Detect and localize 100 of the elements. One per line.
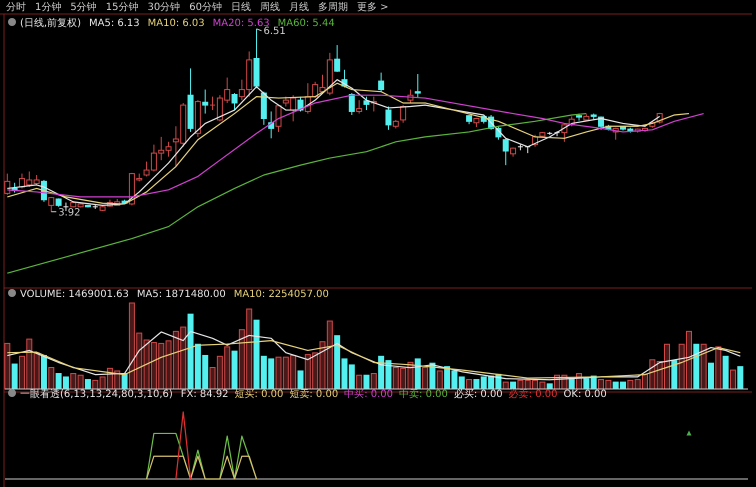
bar [92,380,98,390]
bar [664,344,670,390]
bar [466,379,472,390]
candlestick [334,44,340,72]
candlestick [48,196,54,212]
text: MA5: 1871480.00 [136,289,226,300]
text: 60分钟 [189,1,222,13]
bar [605,380,612,390]
bar [4,342,10,390]
bar [78,374,84,390]
candlestick [232,92,238,111]
bar [84,379,91,390]
bar [678,344,685,390]
text: 更多 > [356,1,389,13]
bar [298,370,304,390]
text: 多周期 [318,1,348,13]
text: MA10: 6.03 [148,18,205,29]
chart-title: 一眼看透(6,13,13,24,80,3,10,6) [20,388,173,400]
annotation: 必卖: 0.00 [508,388,558,400]
text: 日线 [230,1,251,13]
bar [319,341,326,390]
bar [715,346,722,390]
bar [356,374,362,390]
bar [48,367,54,390]
bar [34,352,40,390]
bar [312,352,318,390]
bar [290,354,296,390]
candlestick [348,92,355,116]
bar [304,354,311,390]
bar [150,342,157,390]
text: 5分钟 [70,1,97,13]
annotation: OK: 0.00 [564,389,607,400]
candlestick [385,106,392,130]
bar [370,373,377,390]
bar [326,320,333,390]
bar [40,354,47,390]
bar [634,379,641,390]
bar [172,330,179,390]
bar [392,367,399,390]
text: 30分钟 [147,1,180,13]
bar [524,380,531,390]
bar [210,367,216,390]
candlestick [4,173,10,196]
text: 15分钟 [106,1,138,13]
candlestick [202,89,208,114]
bar [238,329,245,390]
bar [737,366,744,390]
bar [246,308,252,390]
bar [144,339,150,390]
chart-title: (日线,前复权) [20,17,82,29]
bar [232,350,238,390]
bar [70,373,76,390]
bar [400,368,406,390]
bar [26,338,32,390]
bar [539,382,546,390]
bar [422,367,428,390]
bar [708,362,714,390]
bar [700,344,707,390]
bar [224,346,230,390]
bar [158,342,164,390]
bar [216,356,223,390]
annotation: 必买: 0.00 [454,388,503,400]
text: MA10: 2254057.00 [234,289,329,300]
bar [128,302,135,390]
bar [282,356,289,390]
annotation: 短买: 0.00 [234,389,284,400]
bar [722,356,729,390]
bar [502,382,509,390]
bar [276,356,282,390]
bar [693,344,700,390]
text: 月线 [288,1,309,13]
candlestick [400,104,406,124]
text: 1分钟 [35,1,62,13]
bar [532,380,538,390]
text: MA5: 6.13 [88,18,140,29]
text: 6.51 [264,26,286,37]
candlestick [378,72,384,92]
bar [414,358,421,390]
bar [627,380,634,390]
chart-title: VOLUME: 1469001.63 [20,289,129,300]
bar [180,326,186,390]
annotation: 中买: 0.00 [344,388,394,400]
candlestick [502,138,509,166]
text: 周线 [260,1,280,13]
candlestick [414,74,421,98]
bar [686,330,692,390]
bar [136,332,142,390]
annotation: 中卖: 0.00 [399,388,448,400]
bar [730,370,736,390]
annotation: FX: 84.92 [180,389,229,400]
bar [517,380,524,390]
bar [100,376,106,390]
candlestick [363,96,370,111]
bar [436,370,443,390]
candlestick [356,100,362,114]
bar [166,340,172,390]
bar [671,360,678,390]
candlestick [210,96,216,111]
text: 3.92 [58,208,81,219]
bar [598,379,604,390]
